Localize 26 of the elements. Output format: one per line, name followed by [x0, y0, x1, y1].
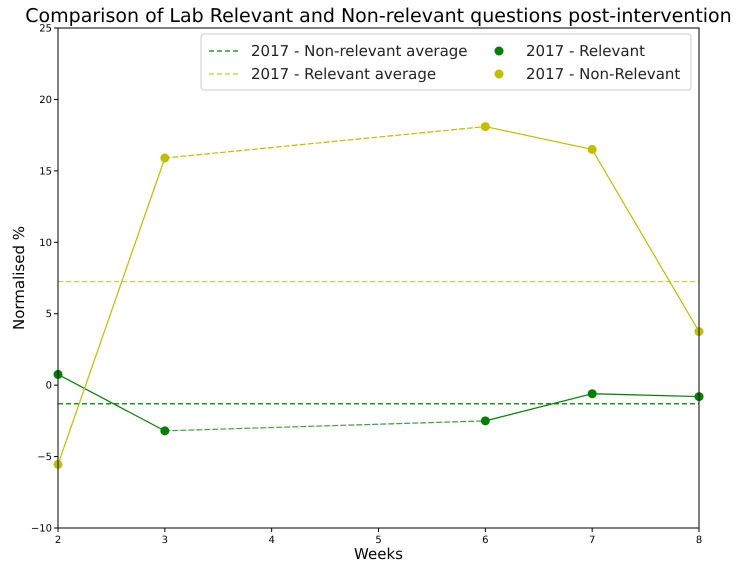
legend-label: 2017 - Relevant [526, 42, 646, 60]
point [480, 416, 490, 426]
y-tick-label: −10 [30, 524, 52, 534]
point [160, 154, 170, 162]
x-tick-label: 2 [54, 535, 62, 546]
x-axis-title: Weeks [354, 545, 404, 563]
point [160, 426, 170, 436]
x-tick-label: 4 [268, 535, 275, 546]
legend-label: 2017 - Non-Relevant [526, 65, 680, 83]
y-tick-label: −5 [37, 452, 52, 464]
x-tick-label: 6 [482, 535, 489, 546]
point [480, 122, 490, 132]
y-axis-title: Normalised % [10, 226, 28, 330]
x-tick-label: 3 [162, 535, 168, 546]
y-tick-label: 20 [39, 94, 52, 106]
y-tick-label: 5 [46, 309, 52, 320]
y-tick-label: 15 [39, 166, 52, 178]
x-tick-label: 7 [588, 535, 596, 546]
y-tick-label: 10 [39, 238, 52, 249]
y-tick-label: 0 [46, 380, 52, 392]
x-tick-label: 5 [375, 535, 382, 546]
point [588, 144, 597, 154]
x-tick-label: 8 [696, 535, 702, 546]
legend-label: 2017 - Relevant average [251, 65, 436, 83]
point [588, 389, 597, 398]
legend-label: 2017 - Non-relevant average [251, 42, 468, 60]
